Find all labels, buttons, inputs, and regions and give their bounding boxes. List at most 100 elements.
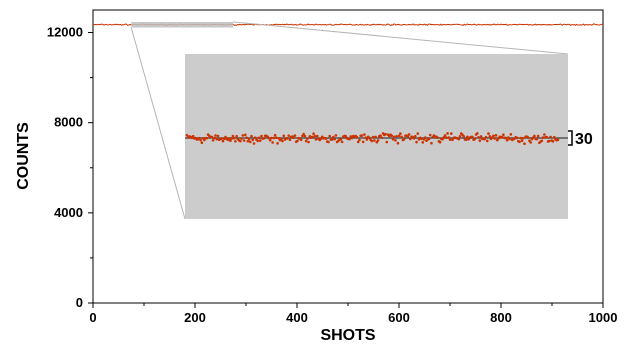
inset-point bbox=[267, 136, 271, 140]
inset-point bbox=[492, 134, 495, 138]
inset-point bbox=[476, 132, 479, 135]
inset-point bbox=[520, 139, 524, 142]
inset-point bbox=[442, 136, 446, 139]
inset-point bbox=[390, 134, 394, 138]
inset-point bbox=[400, 135, 403, 139]
inset-point bbox=[494, 134, 498, 137]
inset-point bbox=[373, 139, 376, 142]
inset-point bbox=[312, 132, 315, 136]
inset-point bbox=[509, 133, 513, 136]
inset-point bbox=[221, 139, 225, 143]
zoom-connector-line bbox=[130, 27, 186, 220]
y-tick-label: 8000 bbox=[54, 115, 83, 130]
inset-point bbox=[200, 141, 204, 145]
y-tick-label: 4000 bbox=[54, 205, 83, 220]
inset-point bbox=[307, 140, 310, 144]
inset-point bbox=[479, 135, 483, 138]
zoom-source-region bbox=[131, 21, 234, 28]
inset-point bbox=[260, 134, 263, 138]
inset-point bbox=[508, 137, 511, 141]
inset-point bbox=[423, 136, 427, 139]
inset-point bbox=[427, 137, 431, 141]
inset-point bbox=[436, 136, 439, 139]
inset-point bbox=[230, 137, 233, 140]
x-tick-label: 0 bbox=[89, 310, 96, 325]
inset-point bbox=[262, 136, 266, 140]
inset-point bbox=[281, 139, 284, 143]
inset-point bbox=[210, 135, 214, 139]
inset-point bbox=[268, 138, 272, 142]
inset-point bbox=[523, 142, 526, 145]
inset-point bbox=[334, 134, 338, 137]
inset-point bbox=[311, 135, 314, 139]
inset-point bbox=[451, 138, 454, 142]
y-axis: 0 4000 8000 12000 bbox=[47, 25, 93, 310]
inset-point bbox=[384, 132, 387, 136]
inset-point bbox=[344, 134, 348, 138]
inset-point bbox=[392, 135, 396, 139]
spread-annotation: 30 bbox=[575, 131, 593, 148]
inset-point bbox=[231, 134, 235, 138]
x-tick-label: 1000 bbox=[589, 310, 618, 325]
inset-point bbox=[293, 134, 297, 137]
inset-point bbox=[446, 132, 449, 135]
inset-point bbox=[368, 136, 371, 140]
inset-point bbox=[500, 135, 504, 139]
inset-point bbox=[258, 139, 262, 142]
inset-point bbox=[445, 136, 448, 139]
inset-point bbox=[242, 139, 246, 142]
inset-point bbox=[227, 137, 231, 140]
inset-point bbox=[229, 139, 232, 142]
inset-point bbox=[248, 140, 252, 144]
inset-point bbox=[548, 139, 551, 143]
inset-point bbox=[288, 138, 292, 142]
inset-point bbox=[360, 134, 364, 137]
y-axis-title: COUNTS bbox=[15, 122, 32, 190]
inset-point bbox=[277, 136, 281, 140]
inset-point bbox=[251, 138, 255, 142]
inset-point bbox=[247, 138, 251, 141]
y-tick-label: 0 bbox=[76, 295, 83, 310]
inset-point bbox=[304, 139, 308, 143]
inset-point bbox=[556, 138, 560, 142]
inset-point bbox=[477, 135, 480, 139]
inset-point bbox=[519, 136, 523, 140]
inset-points bbox=[185, 132, 560, 145]
inset-point bbox=[374, 135, 377, 139]
inset-point bbox=[215, 137, 219, 141]
inset-point bbox=[488, 134, 492, 138]
inset-point bbox=[412, 137, 416, 140]
inset-point bbox=[250, 134, 253, 138]
inset-point bbox=[235, 134, 238, 138]
inset-point bbox=[526, 136, 530, 139]
inset-point bbox=[502, 133, 505, 137]
inset-point bbox=[361, 140, 365, 144]
inset-point bbox=[549, 135, 552, 139]
inset-point bbox=[185, 133, 189, 137]
inset-point bbox=[273, 133, 277, 137]
inset-point bbox=[299, 138, 303, 141]
inset-point bbox=[515, 136, 519, 140]
inset-point bbox=[458, 134, 462, 138]
inset-point bbox=[370, 139, 374, 143]
inset-point bbox=[302, 132, 305, 136]
inset-point bbox=[199, 138, 202, 142]
inset-point bbox=[407, 133, 411, 136]
inset-point bbox=[245, 136, 248, 139]
inset-point bbox=[484, 135, 488, 139]
inset-point bbox=[240, 137, 243, 140]
inset-point bbox=[280, 137, 283, 141]
inset-point bbox=[376, 139, 380, 142]
inset-point bbox=[552, 135, 556, 139]
inset-point bbox=[371, 135, 375, 139]
inset-point bbox=[275, 136, 278, 140]
inset-point bbox=[448, 138, 452, 141]
inset-point bbox=[395, 134, 399, 138]
inset-point bbox=[327, 140, 330, 144]
inset-point bbox=[363, 133, 366, 136]
inset-point bbox=[328, 134, 331, 138]
inset-point bbox=[409, 137, 412, 141]
inset-point bbox=[396, 141, 400, 145]
inset-point bbox=[518, 140, 521, 144]
